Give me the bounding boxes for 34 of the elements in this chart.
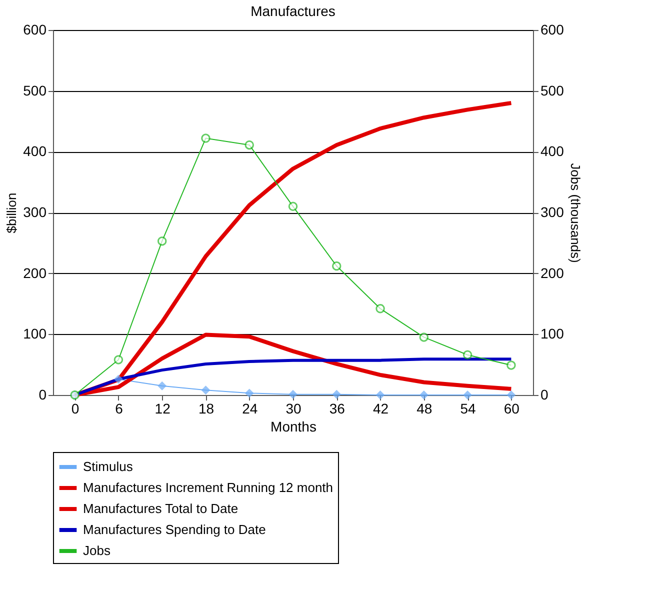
y-tick-label: 0 [38, 386, 47, 402]
y2-tick-label: 0 [540, 386, 548, 402]
y2-tick-label: 600 [540, 22, 564, 38]
y-axis-title: $billion [4, 192, 20, 234]
legend-label: Jobs [83, 543, 111, 558]
legend-label: Manufactures Total to Date [83, 501, 238, 516]
x-tick-label: 12 [154, 400, 171, 416]
y-tick-label: 300 [23, 204, 47, 220]
y2-axis-title: Jobs (thousands) [568, 163, 583, 263]
y-tick-label: 500 [23, 82, 47, 98]
x-tick-label: 36 [329, 400, 346, 416]
x-tick-label: 42 [372, 400, 389, 416]
y2-tick-label: 200 [540, 264, 564, 281]
y2-tick-label: 400 [540, 143, 564, 160]
y-tick-label: 100 [23, 326, 47, 342]
x-tick-label: 24 [242, 400, 258, 416]
x-tick-label: 30 [286, 400, 302, 416]
y-tick-label: 400 [23, 143, 47, 160]
legend-label: Manufactures Increment Running 12 month [83, 480, 334, 495]
y2-tick-label: 500 [540, 82, 564, 98]
y-tick-label: 200 [23, 264, 47, 281]
x-tick-label: 48 [416, 400, 432, 416]
y-tick-label: 600 [23, 22, 47, 38]
legend-label: Manufactures Spending to Date [83, 522, 266, 537]
chart-title: Manufactures [250, 3, 336, 19]
x-tick-label: 60 [504, 400, 520, 416]
legend-label: Stimulus [83, 459, 134, 474]
x-tick-label: 0 [71, 400, 80, 416]
x-tick-label: 18 [198, 400, 214, 416]
x-tick-label: 54 [460, 400, 476, 416]
x-axis-title: Months [270, 418, 316, 434]
y2-tick-label: 300 [540, 204, 564, 220]
y2-tick-label: 100 [540, 326, 564, 342]
x-tick-label: 6 [115, 400, 124, 416]
